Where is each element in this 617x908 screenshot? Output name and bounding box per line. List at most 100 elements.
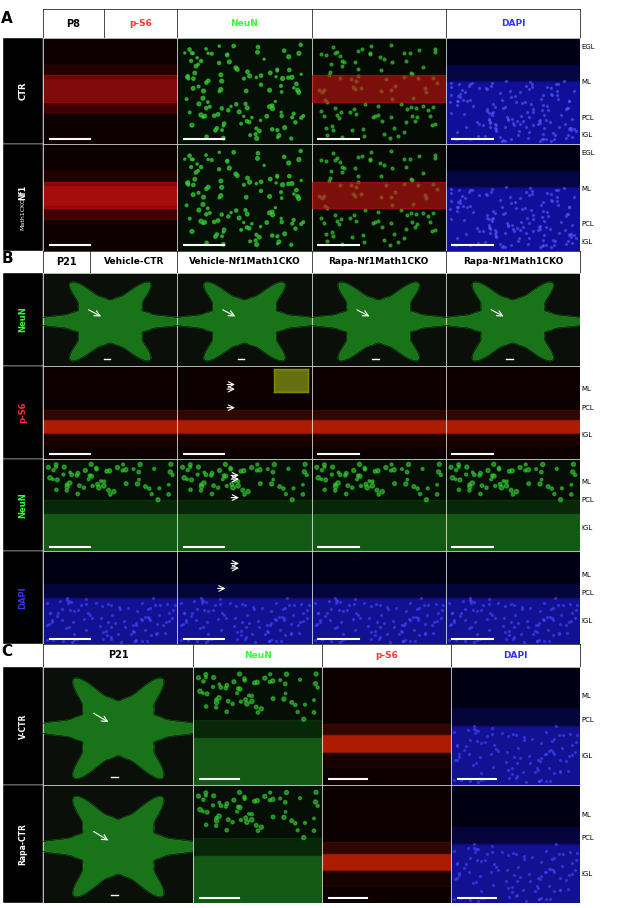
Point xyxy=(384,635,394,649)
Point xyxy=(460,612,470,627)
Bar xyxy=(178,419,312,433)
Point xyxy=(497,480,507,495)
Point xyxy=(203,94,213,109)
Point xyxy=(366,145,376,160)
Point xyxy=(412,110,422,124)
Point xyxy=(476,603,486,617)
Point xyxy=(571,231,581,245)
Point xyxy=(476,466,486,480)
Point xyxy=(83,606,93,620)
Point xyxy=(211,818,221,833)
Polygon shape xyxy=(33,282,188,360)
Point xyxy=(350,188,360,202)
Point xyxy=(453,89,463,104)
Point xyxy=(265,189,275,203)
Point xyxy=(146,627,155,642)
Point xyxy=(373,464,383,479)
Point xyxy=(536,219,545,233)
Point xyxy=(336,615,346,629)
Point xyxy=(152,627,162,641)
Point xyxy=(97,598,107,613)
Point xyxy=(497,133,507,148)
Bar xyxy=(178,551,312,584)
Point xyxy=(482,846,492,861)
Point xyxy=(44,617,54,631)
Point xyxy=(260,627,270,641)
Point xyxy=(187,224,197,239)
Point xyxy=(242,220,252,234)
Point xyxy=(69,627,79,642)
Point xyxy=(222,678,232,693)
Point xyxy=(446,182,456,196)
Point xyxy=(541,113,551,127)
Point xyxy=(193,163,203,178)
Point xyxy=(538,126,548,141)
Point xyxy=(318,84,328,99)
Point xyxy=(236,116,246,131)
Point xyxy=(557,859,567,873)
Point xyxy=(281,667,291,682)
Point xyxy=(203,180,213,194)
Point xyxy=(351,213,361,228)
Point xyxy=(478,598,488,613)
Point xyxy=(465,774,474,788)
Point xyxy=(341,487,351,501)
Point xyxy=(118,458,128,472)
Text: ML: ML xyxy=(581,694,591,699)
Point xyxy=(464,746,474,761)
Point xyxy=(513,127,523,142)
Point xyxy=(188,606,197,620)
Point xyxy=(370,109,380,123)
Point xyxy=(387,458,397,472)
Point xyxy=(563,127,573,142)
Point xyxy=(256,68,266,83)
Text: IGL: IGL xyxy=(581,618,592,624)
Point xyxy=(195,684,205,698)
Point xyxy=(536,891,545,905)
Point xyxy=(131,616,141,630)
Point xyxy=(313,470,323,485)
Point xyxy=(487,726,497,741)
Point xyxy=(244,806,254,821)
Point xyxy=(480,853,490,867)
Point xyxy=(460,743,470,757)
Point xyxy=(268,465,278,479)
Point xyxy=(137,633,147,647)
Point xyxy=(446,79,456,94)
Point xyxy=(251,127,260,142)
Point xyxy=(539,633,549,647)
Point xyxy=(283,177,293,192)
Point xyxy=(535,116,545,131)
Point xyxy=(484,105,494,120)
Point xyxy=(95,619,105,634)
Point xyxy=(248,599,258,614)
Point xyxy=(482,728,492,743)
Point xyxy=(128,617,138,632)
Point xyxy=(453,195,463,210)
Point xyxy=(98,631,108,646)
Point xyxy=(431,597,441,611)
Point xyxy=(521,226,531,241)
Point xyxy=(229,39,239,54)
Point xyxy=(233,479,243,493)
Point xyxy=(454,482,464,497)
Point xyxy=(131,633,141,647)
Point xyxy=(67,635,77,649)
Point xyxy=(549,487,559,501)
Point xyxy=(271,612,281,627)
Point xyxy=(571,603,581,617)
Point xyxy=(310,633,320,647)
Point xyxy=(571,735,581,749)
Point xyxy=(400,604,410,618)
Point xyxy=(97,625,107,639)
Point xyxy=(265,172,275,186)
Point xyxy=(292,189,302,203)
Point xyxy=(534,616,544,630)
Point xyxy=(316,211,326,225)
Point xyxy=(507,132,516,146)
Point xyxy=(262,109,271,123)
Point xyxy=(255,462,265,477)
Point xyxy=(450,872,460,886)
Point xyxy=(222,48,232,63)
Point xyxy=(121,462,131,477)
